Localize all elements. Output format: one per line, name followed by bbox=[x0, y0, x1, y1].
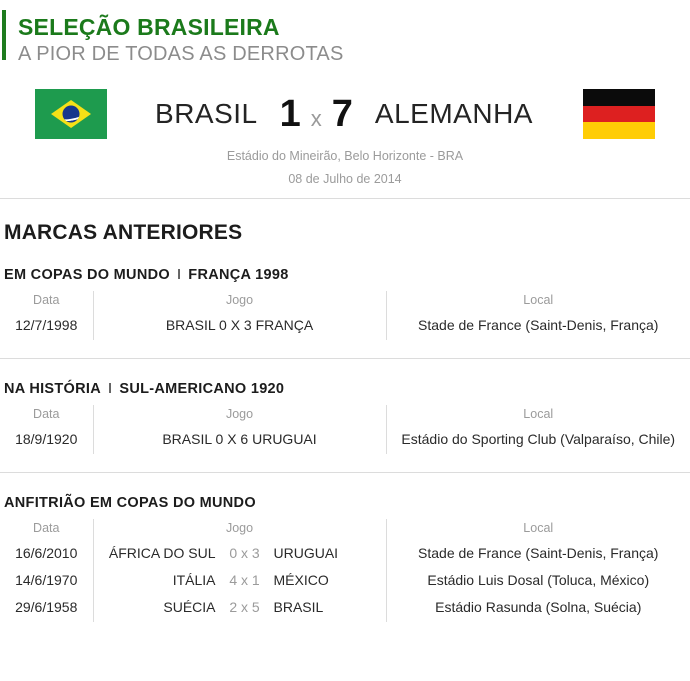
flag-germany-stripe-red bbox=[582, 105, 655, 123]
games-table-0: Data Jogo Local 12/7/1998 BRASIL 0 X 3 F… bbox=[0, 291, 690, 340]
cell-score: 0 x 3 bbox=[229, 545, 260, 561]
column-header-jogo: Jogo bbox=[92, 405, 386, 427]
column-header-local: Local bbox=[385, 519, 690, 541]
column-header-data: Data bbox=[33, 293, 60, 307]
page-header: SELEÇÃO BRASILEIRA A PIOR DE TODAS AS DE… bbox=[0, 0, 690, 65]
cell-away-team: URUGUAI bbox=[273, 545, 339, 561]
block-heading-0-sep: I bbox=[176, 267, 182, 283]
cell-jogo: ITÁLIA 4 x 1 MÉXICO bbox=[92, 568, 386, 595]
cell-local: Estádio Rasunda (Solna, Suécia) bbox=[385, 595, 690, 622]
header-accent-bar bbox=[2, 10, 6, 60]
column-header-local: Local bbox=[385, 291, 690, 313]
column-header-local: Local bbox=[385, 405, 690, 427]
block-heading-0-main: EM COPAS DO MUNDO bbox=[4, 267, 170, 283]
table-row: 18/9/1920 BRASIL 0 X 6 URUGUAI Estádio d… bbox=[0, 427, 690, 454]
flag-brazil-globe bbox=[62, 105, 80, 123]
column-header-data: Data bbox=[33, 407, 60, 421]
away-score: 7 bbox=[331, 93, 353, 135]
block-heading-2-main: ANFITRIÃO EM COPAS DO MUNDO bbox=[4, 495, 256, 511]
table-row: 12/7/1998 BRASIL 0 X 3 FRANÇA Stade de F… bbox=[0, 313, 690, 340]
cell-home-team: ÁFRICA DO SUL bbox=[108, 545, 216, 561]
table-row: 29/6/1958 SUÉCIA 2 x 5 BRASIL Estádio Ra… bbox=[0, 595, 690, 622]
match-date: 08 de Julho de 2014 bbox=[288, 172, 402, 186]
column-header-jogo: Jogo bbox=[92, 291, 386, 313]
cell-jogo: BRASIL 0 X 6 URUGUAI bbox=[92, 427, 386, 454]
score-separator: x bbox=[310, 106, 322, 131]
cell-home-team: SUÉCIA bbox=[163, 599, 216, 615]
cell-jogo: SUÉCIA 2 x 5 BRASIL bbox=[92, 595, 386, 622]
table-row: 14/6/1970 ITÁLIA 4 x 1 MÉXICO Estádio Lu… bbox=[0, 568, 690, 595]
cell-score: 4 x 1 bbox=[229, 572, 260, 588]
block-heading-0-sub: FRANÇA 1998 bbox=[188, 267, 289, 283]
cell-data: 29/6/1958 bbox=[15, 599, 78, 615]
cell-local: Stade de France (Saint-Denis, França) bbox=[385, 313, 690, 340]
section-title: MARCAS ANTERIORES bbox=[4, 221, 243, 244]
cell-data: 16/6/2010 bbox=[15, 545, 78, 561]
cell-local: Stade de France (Saint-Denis, França) bbox=[385, 541, 690, 568]
cell-jogo: ÁFRICA DO SUL 0 x 3 URUGUAI bbox=[92, 541, 386, 568]
table-header-row: Data Jogo Local bbox=[0, 519, 690, 541]
cell-data: 18/9/1920 bbox=[15, 431, 78, 447]
column-header-jogo: Jogo bbox=[92, 519, 386, 541]
flag-brazil-icon bbox=[35, 89, 108, 139]
table-header-row: Data Jogo Local bbox=[0, 291, 690, 313]
scoreboard: BRASIL 1 x 7 ALEMANHA Estádio do Mineirã… bbox=[0, 62, 690, 198]
away-team-name: ALEMANHA bbox=[374, 98, 533, 129]
divider-after-block-0 bbox=[0, 358, 690, 359]
cell-data: 12/7/1998 bbox=[15, 317, 78, 333]
block-heading-1-sep: I bbox=[108, 381, 113, 397]
block-heading-1-sub: SUL-AMERICANO 1920 bbox=[119, 381, 285, 397]
home-score: 1 bbox=[279, 93, 301, 135]
flag-germany-stripe-black bbox=[582, 89, 655, 106]
page-subtitle: A PIOR DE TODAS AS DERROTAS bbox=[18, 43, 344, 65]
table-row: 16/6/2010 ÁFRICA DO SUL 0 x 3 URUGUAI St… bbox=[0, 541, 690, 568]
flag-germany-stripe-gold bbox=[582, 122, 655, 139]
block-heading-2: ANFITRIÃO EM COPAS DO MUNDO bbox=[0, 473, 690, 519]
block-heading-1: NA HISTÓRIA I SUL-AMERICANO 1920 bbox=[0, 359, 690, 405]
cell-away-team: BRASIL bbox=[273, 599, 324, 615]
cell-jogo: BRASIL 0 X 3 FRANÇA bbox=[92, 313, 386, 340]
home-team-name: BRASIL bbox=[155, 98, 258, 129]
games-table-1: Data Jogo Local 18/9/1920 BRASIL 0 X 6 U… bbox=[0, 405, 690, 454]
games-table-2: Data Jogo Local 16/6/2010 ÁFRICA DO SUL … bbox=[0, 519, 690, 622]
cell-home-team: ITÁLIA bbox=[172, 572, 216, 588]
score-block: 1 x 7 bbox=[258, 94, 375, 134]
match-venue: Estádio do Mineirão, Belo Horizonte - BR… bbox=[226, 149, 464, 163]
block-heading-0: EM COPAS DO MUNDO I FRANÇA 1998 bbox=[0, 245, 690, 291]
table-header-row: Data Jogo Local bbox=[0, 405, 690, 427]
cell-score: 2 x 5 bbox=[229, 599, 260, 615]
cell-data: 14/6/1970 bbox=[15, 572, 78, 588]
cell-away-team: MÉXICO bbox=[273, 572, 329, 588]
score-row: BRASIL 1 x 7 ALEMANHA bbox=[0, 86, 690, 142]
cell-local: Estádio do Sporting Club (Valparaíso, Ch… bbox=[385, 427, 690, 454]
divider-after-block-1 bbox=[0, 472, 690, 473]
divider-after-scoreboard bbox=[0, 198, 690, 199]
column-header-data: Data bbox=[33, 521, 60, 535]
page-title: SELEÇÃO BRASILEIRA bbox=[18, 14, 280, 40]
block-heading-1-main: NA HISTÓRIA bbox=[4, 381, 102, 397]
flag-germany-icon bbox=[582, 89, 655, 139]
cell-local: Estádio Luis Dosal (Toluca, México) bbox=[385, 568, 690, 595]
